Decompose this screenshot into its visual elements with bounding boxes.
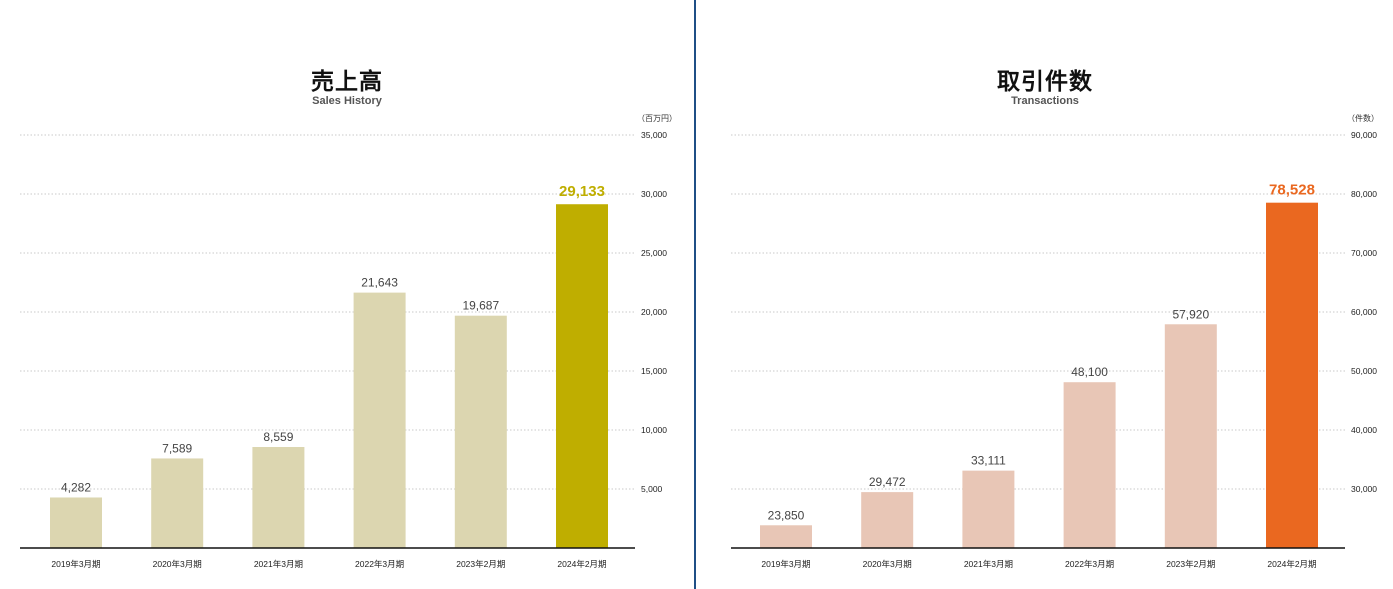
sales-value-label: 21,643 [361,276,398,290]
transactions-value-label: 23,850 [768,508,805,522]
sales-chart-title: 売上高 [311,69,383,95]
transactions-bar [962,470,1015,548]
sales-bar [454,315,507,548]
sales-y-tick-label: 20,000 [641,307,667,317]
transactions-category-label: 2024年2月期 [1267,559,1316,569]
sales-bar [353,292,406,548]
transactions-y-tick-label: 50,000 [1351,366,1377,376]
sales-category-label: 2023年2月期 [456,559,505,569]
sales-category-label: 2019年3月期 [51,559,100,569]
transactions-value-label: 48,100 [1071,365,1108,379]
sales-category-label: 2024年2月期 [557,559,606,569]
transactions-chart-subtitle: Transactions [1011,95,1079,107]
sales-y-tick-label: 15,000 [641,366,667,376]
transactions-y-tick-label: 30,000 [1351,484,1377,494]
transactions-bar [861,492,914,548]
sales-category-label: 2021年3月期 [254,559,303,569]
sales-category-label: 2020年3月期 [153,559,202,569]
sales-value-label: 4,282 [61,480,91,494]
sales-unit-label: （百万円） [637,114,677,123]
transactions-y-tick-label: 80,000 [1351,189,1377,199]
transactions-bar [1164,324,1217,548]
sales-bar [556,204,608,549]
transactions-category-label: 2022年3月期 [1065,559,1114,569]
transactions-category-label: 2021年3月期 [964,559,1013,569]
transactions-value-label: 33,111 [971,454,1006,468]
sales-y-tick-label: 35,000 [641,130,667,140]
transactions-unit-label: （件数） [1347,113,1379,123]
sales-bar [50,497,102,548]
panel-divider [694,0,696,589]
transactions-bar [1063,382,1116,548]
sales-value-label: 8,559 [263,430,293,444]
sales-value-label: 29,133 [559,183,605,200]
transactions-bar [760,525,812,548]
sales-chart-subtitle: Sales History [312,95,382,107]
transactions-y-tick-label: 90,000 [1351,130,1377,140]
sales-chart-plot: （百万円） 5,000 10,000 15,000 20,000 25,000 30,000… [20,114,677,569]
transactions-y-tick-label: 40,000 [1351,425,1377,435]
transactions-y-tick-label: 70,000 [1351,248,1377,258]
transactions-y-tick-label: 60,000 [1351,307,1377,317]
transactions-category-label: 2020年3月期 [863,559,912,569]
transactions-value-label: 57,920 [1172,307,1209,321]
sales-y-tick-label: 5,000 [641,484,663,494]
transactions-chart-plot: （件数） 30,000 40,000 50,000 60,000 70,000 80,000… [731,113,1379,569]
transactions-chart-title: 取引件数 [997,69,1093,95]
transactions-category-label: 2023年2月期 [1166,559,1215,569]
transactions-chart-panel: 取引件数 Transactions （件数） 30,000 40,000 50,000… [697,0,1393,589]
sales-chart-panel: 売上高 Sales History （百万円） 5,000 10,000 15,000… [0,0,694,589]
transactions-bar [1266,202,1318,548]
sales-bar [151,458,204,548]
sales-y-tick-label: 25,000 [641,248,667,258]
sales-y-tick-label: 10,000 [641,425,667,435]
sales-value-label: 19,687 [462,299,499,313]
sales-category-label: 2022年3月期 [355,559,404,569]
sales-bar [252,447,305,548]
sales-y-tick-label: 30,000 [641,189,667,199]
transactions-value-label: 29,472 [869,475,906,489]
sales-value-label: 7,589 [162,441,192,455]
transactions-value-label: 78,528 [1269,182,1315,199]
transactions-category-label: 2019年3月期 [761,559,810,569]
